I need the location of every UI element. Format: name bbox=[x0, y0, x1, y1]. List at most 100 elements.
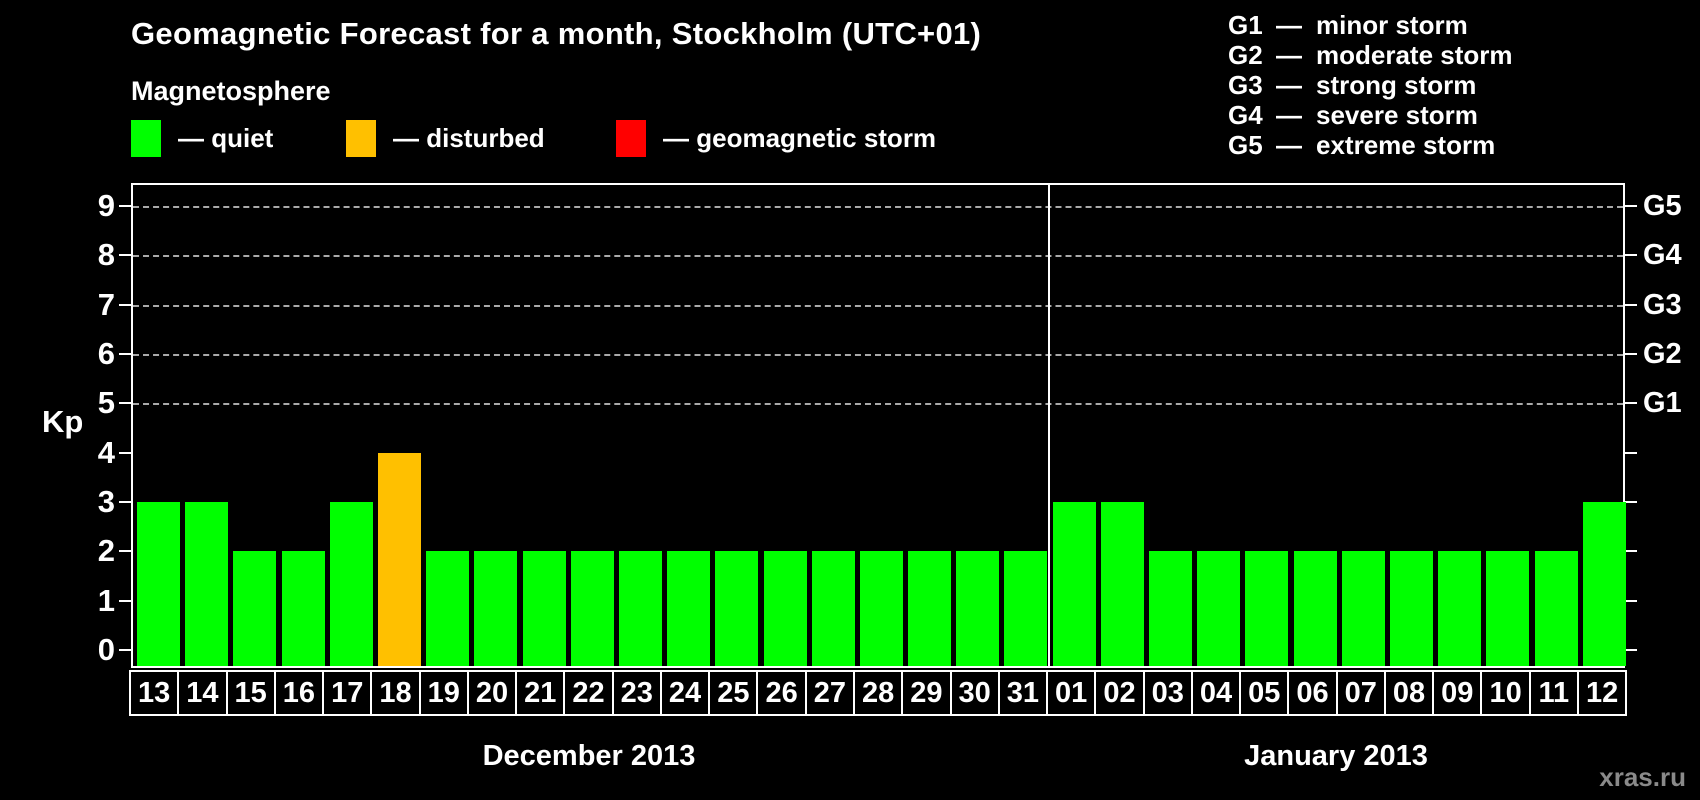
y-axis-tick-left bbox=[119, 599, 131, 602]
g-legend-dash: — bbox=[1276, 40, 1302, 70]
g-legend-row-g4: G4 — severe storm bbox=[1228, 100, 1513, 130]
gridline-kp7 bbox=[133, 304, 1623, 307]
y-axis-label: 5 bbox=[97, 385, 115, 421]
g-legend-row-g3: G3 — strong storm bbox=[1228, 70, 1513, 100]
y-axis-tick-right bbox=[1625, 550, 1637, 553]
bar-jan-08 bbox=[1390, 551, 1433, 666]
g-legend-label: moderate storm bbox=[1316, 40, 1513, 70]
day-cell-jan-01: 01 bbox=[1046, 670, 1097, 716]
bar-dec-22 bbox=[571, 551, 614, 666]
bar-dec-16 bbox=[282, 551, 325, 666]
y-axis-tick-left bbox=[119, 303, 131, 306]
legend-item-label: — disturbed bbox=[393, 123, 545, 153]
day-cell-dec-22: 22 bbox=[563, 670, 614, 716]
day-cell-jan-05: 05 bbox=[1239, 670, 1290, 716]
bar-dec-24 bbox=[667, 551, 710, 666]
g-legend-row-g1: G1 — minor storm bbox=[1228, 10, 1513, 40]
g-legend-label: extreme storm bbox=[1316, 130, 1496, 160]
y-axis-tick-left bbox=[119, 205, 131, 208]
y-axis-tick-right bbox=[1625, 402, 1637, 405]
day-cell-jan-08: 08 bbox=[1383, 670, 1435, 716]
y-axis-tick-right bbox=[1625, 254, 1637, 257]
bar-dec-25 bbox=[715, 551, 758, 666]
g-legend-label: strong storm bbox=[1316, 70, 1477, 100]
plot-inner bbox=[133, 185, 1626, 666]
right-axis-label-g4: G4 bbox=[1643, 239, 1682, 272]
bar-dec-13 bbox=[137, 502, 180, 666]
bar-dec-20 bbox=[474, 551, 517, 666]
g-legend-code: G5 bbox=[1228, 130, 1263, 160]
day-cell-jan-12: 12 bbox=[1576, 670, 1628, 716]
y-axis-title: Kp bbox=[42, 404, 84, 439]
bar-dec-19 bbox=[426, 551, 469, 666]
month-label-january: January 2013 bbox=[1244, 740, 1428, 772]
y-axis-label: 7 bbox=[97, 286, 115, 322]
watermark: xras.ru bbox=[1599, 762, 1686, 792]
day-cell-dec-20: 20 bbox=[466, 670, 518, 716]
gridline-kp6 bbox=[133, 354, 1623, 357]
right-axis-label-g3: G3 bbox=[1643, 288, 1682, 321]
y-axis-tick-right bbox=[1625, 303, 1637, 306]
bar-jan-04 bbox=[1197, 551, 1240, 666]
storm-color-swatch bbox=[616, 120, 646, 157]
y-axis-tick-right bbox=[1625, 649, 1637, 651]
day-cell-dec-18: 18 bbox=[370, 670, 421, 716]
y-axis-label: 0 bbox=[97, 632, 115, 667]
day-cell-dec-24: 24 bbox=[659, 670, 711, 716]
bar-jan-02 bbox=[1101, 502, 1144, 666]
day-cell-dec-23: 23 bbox=[611, 670, 662, 716]
day-cell-jan-06: 06 bbox=[1287, 670, 1338, 716]
day-cell-dec-29: 29 bbox=[901, 670, 952, 716]
bar-jan-05 bbox=[1245, 551, 1288, 666]
legend-item-storm: — geomagnetic storm bbox=[616, 119, 936, 158]
day-cell-dec-25: 25 bbox=[708, 670, 759, 716]
g-legend-dash: — bbox=[1276, 70, 1302, 100]
bar-jan-06 bbox=[1294, 551, 1337, 666]
day-cell-jan-02: 02 bbox=[1094, 670, 1145, 716]
day-cell-jan-03: 03 bbox=[1142, 670, 1193, 716]
g-legend-label: minor storm bbox=[1316, 10, 1468, 40]
bar-dec-15 bbox=[233, 551, 276, 666]
day-cell-dec-14: 14 bbox=[177, 670, 228, 716]
bar-dec-28 bbox=[860, 551, 903, 666]
bar-dec-18 bbox=[378, 453, 421, 666]
y-axis-tick-right bbox=[1625, 205, 1637, 208]
legend-item-disturbed: — disturbed bbox=[346, 119, 545, 158]
bar-jan-10 bbox=[1486, 551, 1529, 666]
month-label-december: December 2013 bbox=[482, 740, 696, 772]
g-legend-code: G3 bbox=[1228, 70, 1263, 100]
bar-dec-30 bbox=[956, 551, 999, 666]
y-axis-label: 1 bbox=[97, 582, 115, 618]
month-separator bbox=[1048, 185, 1050, 666]
bar-jan-12 bbox=[1583, 502, 1626, 666]
bar-dec-31 bbox=[1004, 551, 1047, 666]
bar-jan-11 bbox=[1535, 551, 1578, 666]
bar-dec-29 bbox=[908, 551, 951, 666]
right-axis-label-g2: G2 bbox=[1643, 338, 1682, 371]
day-cell-jan-10: 10 bbox=[1480, 670, 1531, 716]
y-axis-label: 2 bbox=[97, 533, 115, 569]
bar-dec-14 bbox=[185, 502, 228, 666]
g-legend-label: severe storm bbox=[1316, 100, 1478, 130]
g-legend-code: G4 bbox=[1228, 100, 1263, 130]
disturbed-color-swatch bbox=[346, 120, 376, 157]
g-scale-legend: G1 — minor storm G2 — moderate storm G3 — strong… bbox=[1228, 10, 1513, 160]
y-axis-tick-left bbox=[119, 550, 131, 553]
y-axis-label: 9 bbox=[97, 188, 115, 224]
g-legend-dash: — bbox=[1276, 10, 1302, 40]
bar-dec-23 bbox=[619, 551, 662, 666]
g-legend-dash: — bbox=[1276, 100, 1302, 130]
day-axis-row: 13 14 15 16 17 18 19 20 21 22 23 24 25 26 27 28 29 30 31 01… bbox=[129, 670, 1628, 716]
day-cell-jan-11: 11 bbox=[1528, 670, 1579, 716]
day-cell-jan-07: 07 bbox=[1335, 670, 1386, 716]
day-cell-dec-16: 16 bbox=[273, 670, 325, 716]
plot-area bbox=[131, 183, 1626, 668]
legend-item-label: — quiet bbox=[178, 123, 274, 153]
y-axis-tick-left bbox=[119, 402, 131, 405]
bar-jan-03 bbox=[1149, 551, 1192, 666]
bar-dec-21 bbox=[523, 551, 566, 666]
y-axis-label: 3 bbox=[97, 484, 115, 519]
day-cell-dec-19: 19 bbox=[418, 670, 469, 716]
bar-dec-26 bbox=[764, 551, 807, 666]
quiet-color-swatch bbox=[131, 120, 161, 157]
